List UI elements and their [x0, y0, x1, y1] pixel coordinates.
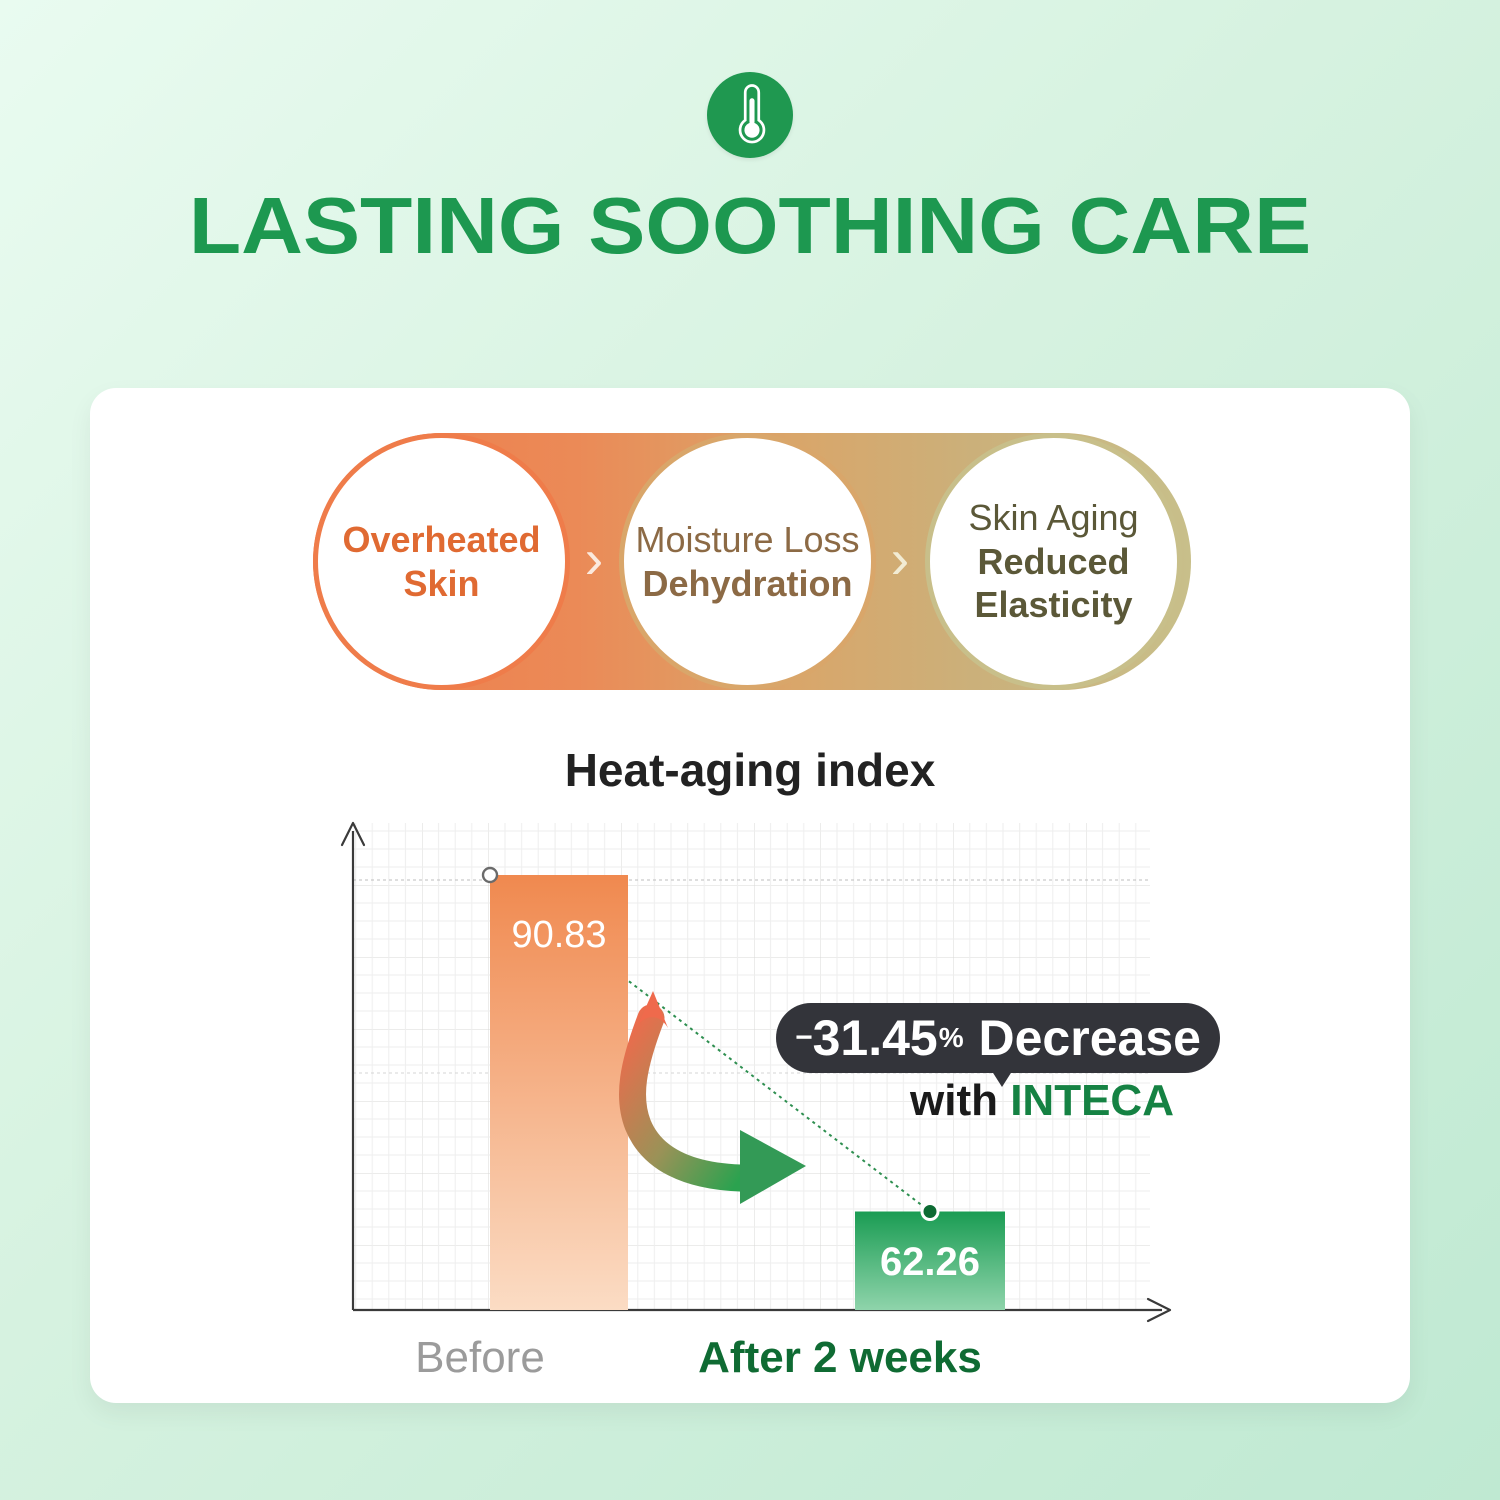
svg-text:62.26: 62.26	[880, 1240, 980, 1284]
svg-text:90.83: 90.83	[511, 914, 606, 956]
